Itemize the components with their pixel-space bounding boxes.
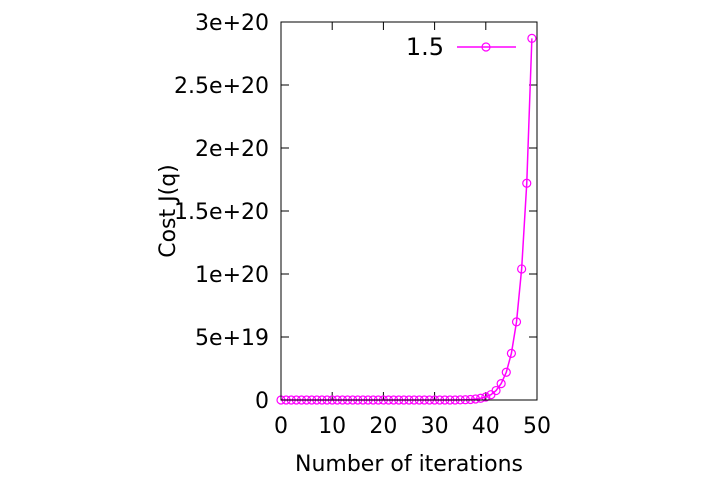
y-tick-label: 1.5e+20 <box>174 200 269 225</box>
x-tick-label: 50 <box>523 414 551 439</box>
legend: 1.5 <box>406 33 516 61</box>
data-point <box>527 33 537 43</box>
y-axis-label: Cost J(q) <box>156 164 181 258</box>
data-point <box>517 264 527 274</box>
y-tick-label: 0 <box>255 389 269 414</box>
data-point <box>481 392 491 402</box>
data-point <box>476 393 486 403</box>
ticks-layer: 0 10 20 30 40 50 0 5e+19 1e+20 1.5e+20 2e+20 2.5e+2… <box>174 11 551 439</box>
y-tick-label: 2.5e+20 <box>174 74 269 99</box>
y-tick-label: 5e+19 <box>195 326 269 351</box>
x-tick-label: 10 <box>318 414 346 439</box>
plot-frame <box>280 21 538 401</box>
data-point <box>511 317 522 327</box>
data-point <box>501 367 511 377</box>
x-tick-label: 20 <box>369 414 397 439</box>
x-tick-label: 30 <box>421 414 449 439</box>
data-point <box>470 394 481 404</box>
series-layer <box>276 33 537 405</box>
series-line <box>281 38 533 401</box>
y-tick-label: 2e+20 <box>195 137 269 162</box>
legend-marker <box>481 42 491 52</box>
data-point <box>506 348 516 358</box>
data-point <box>496 379 506 389</box>
data-point <box>465 394 476 405</box>
x-tick-label: 0 <box>274 414 288 439</box>
x-axis-label: Number of iterations <box>295 452 523 477</box>
y-tick-label: 1e+20 <box>195 263 269 288</box>
data-point <box>491 385 501 396</box>
legend-label: 1.5 <box>406 33 444 61</box>
x-tick-label: 40 <box>472 414 500 439</box>
data-point <box>522 178 532 188</box>
y-tick-label: 3e+20 <box>195 11 269 36</box>
